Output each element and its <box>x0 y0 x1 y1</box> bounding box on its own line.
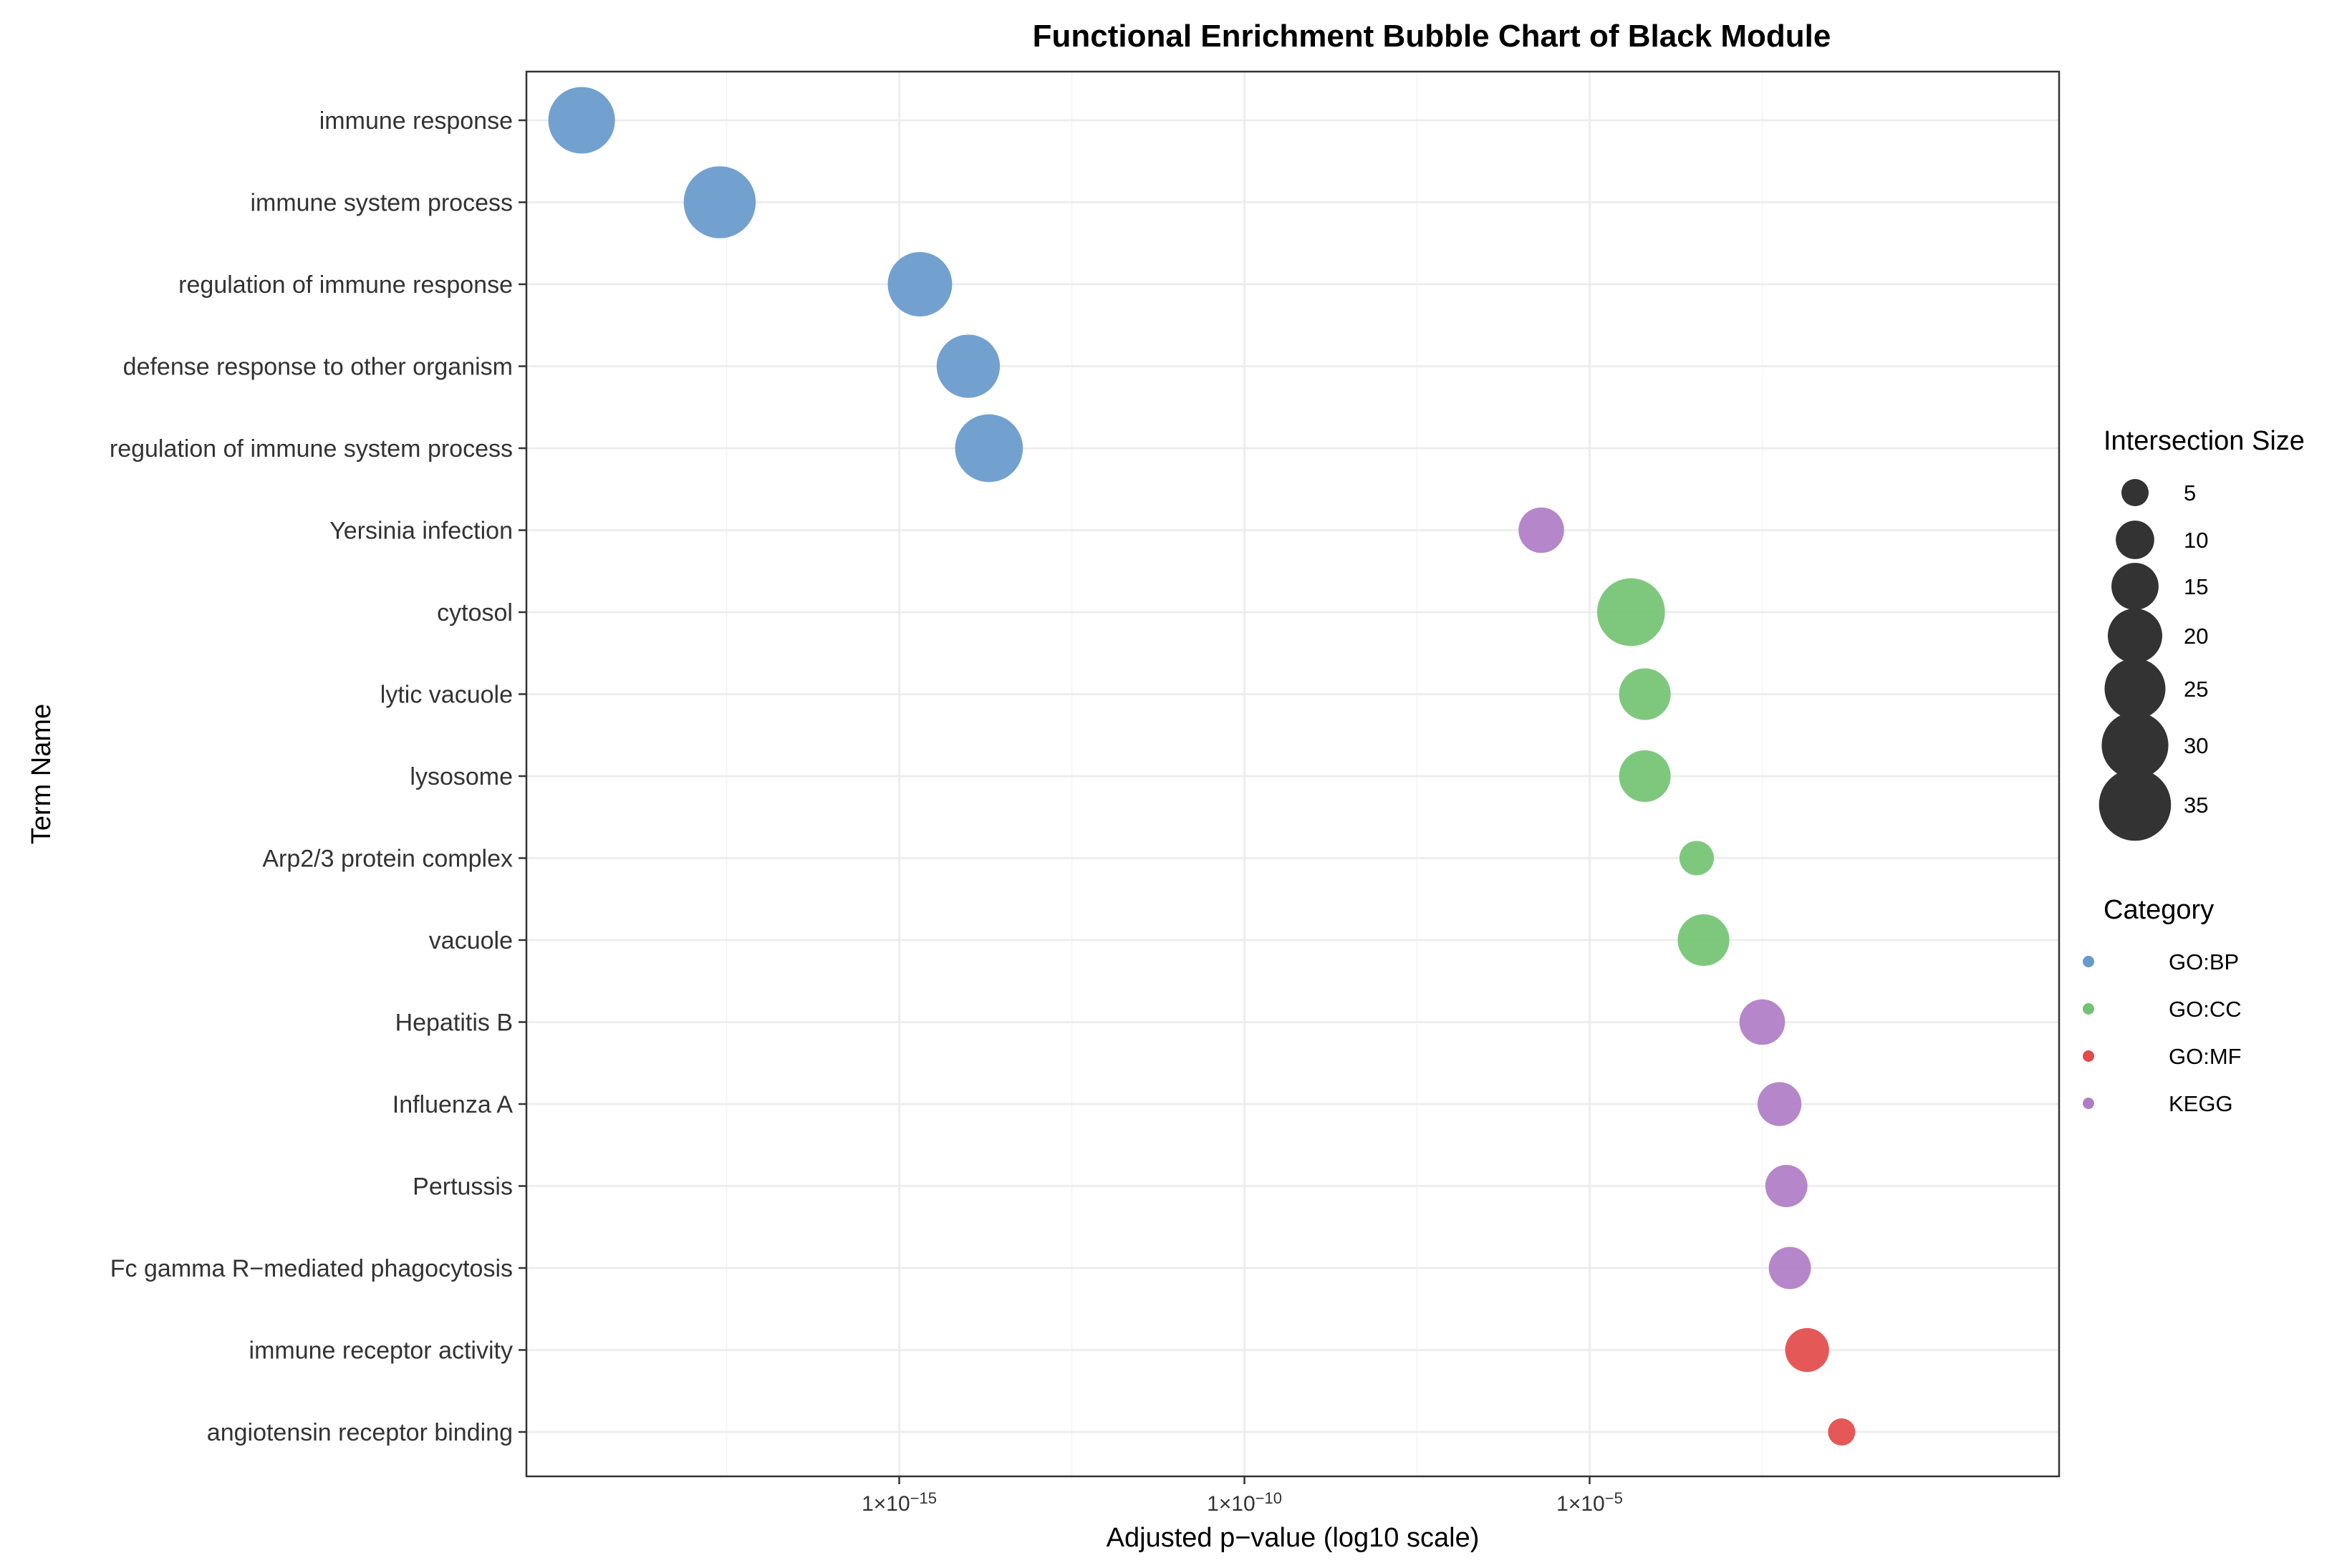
bubble-point <box>1677 914 1730 967</box>
data-points <box>548 87 1856 1446</box>
y-term-label: angiotensin receptor binding <box>207 1419 513 1446</box>
y-term-label: regulation of immune system process <box>110 435 513 463</box>
y-term-label: Arp2/3 protein complex <box>262 846 513 873</box>
size-legend-key <box>2101 712 2169 779</box>
bubble-point <box>1757 1082 1802 1126</box>
category-legend-key <box>2083 1050 2094 1062</box>
x-tick-label: 1×10−15 <box>862 1489 937 1516</box>
y-term-label: Hepatitis B <box>395 1010 513 1037</box>
category-legend-label: GO:MF <box>2169 1044 2242 1069</box>
y-term-label: Fc gamma R−mediated phagocytosis <box>110 1255 513 1282</box>
x-axis-title: Adjusted p−value (log10 scale) <box>1107 1523 1480 1553</box>
size-legend-key <box>2104 658 2166 720</box>
size-legend-title: Intersection Size <box>2104 426 2305 456</box>
category-legend-title: Category <box>2104 895 2214 925</box>
bubble-point <box>1768 1247 1811 1289</box>
category-legend-key <box>2083 956 2094 967</box>
category-legend-key <box>2083 1098 2094 1109</box>
legend: Intersection Size 5 10 15 20 25 30 35 Category… <box>2083 426 2305 1116</box>
y-term-label: cytosol <box>437 599 513 626</box>
bubble-point <box>1597 578 1665 647</box>
bubble-point <box>1518 507 1564 553</box>
bubble-point <box>1828 1418 1856 1446</box>
y-term-label: immune response <box>319 107 513 135</box>
category-legend-label: GO:BP <box>2169 949 2239 974</box>
size-legend-key <box>2121 478 2149 507</box>
size-legend-label: 5 <box>2184 480 2196 505</box>
y-term-label: immune receptor activity <box>249 1337 513 1365</box>
x-tick-label: 1×10−5 <box>1556 1489 1623 1516</box>
x-tick-label: 1×10−10 <box>1207 1489 1282 1516</box>
category-legend-key <box>2083 1003 2094 1015</box>
y-term-label: lysosome <box>410 763 513 790</box>
bubble-point <box>955 414 1023 483</box>
bubble-point <box>887 252 953 316</box>
term-labels: immune response immune system process regu… <box>110 107 526 1446</box>
bubble-point <box>1785 1327 1829 1373</box>
size-legend-label: 10 <box>2184 528 2208 553</box>
y-term-label: Pertussis <box>413 1173 513 1201</box>
size-legend-key <box>2107 608 2163 664</box>
size-legend-label: 30 <box>2184 733 2208 758</box>
size-legend-items: 5 10 15 20 25 30 35 <box>2098 478 2208 841</box>
size-legend-label: 15 <box>2184 574 2208 599</box>
bubble-point <box>936 334 1001 398</box>
y-term-label: defense response to other organism <box>123 354 513 381</box>
y-term-label: Yersinia infection <box>329 518 513 545</box>
bubble-point <box>548 87 615 154</box>
plot-panel <box>526 72 2059 1476</box>
size-legend-label: 25 <box>2184 677 2208 702</box>
category-legend-items: GO:BP GO:CC GO:MF KEGG <box>2083 949 2242 1116</box>
bubble-point <box>683 166 756 238</box>
size-legend-label: 20 <box>2184 624 2208 649</box>
panel-border <box>525 70 2061 1478</box>
bubble-point <box>1765 1165 1808 1207</box>
y-term-label: Influenza A <box>392 1091 514 1118</box>
x-axis-ticks: 1×10−15 1×10−10 1×10−5 <box>862 1476 1623 1516</box>
category-legend-label: KEGG <box>2169 1091 2233 1116</box>
category-legend-label: GO:CC <box>2169 997 2242 1022</box>
bubble-point <box>1739 999 1786 1045</box>
y-axis-title: Term Name <box>26 704 57 844</box>
size-legend-key <box>2116 521 2154 559</box>
size-legend-label: 35 <box>2184 793 2208 818</box>
y-term-label: vacuole <box>429 927 513 954</box>
y-term-label: lytic vacuole <box>380 682 513 709</box>
bubble-point <box>1619 668 1671 720</box>
bubble-point <box>1619 750 1671 803</box>
size-legend-key <box>2111 563 2159 610</box>
bubble-point <box>1679 841 1714 876</box>
size-legend-key <box>2098 768 2172 841</box>
y-term-label: regulation of immune response <box>178 271 513 299</box>
chart-title: Functional Enrichment Bubble Chart of Bl… <box>1033 19 1831 54</box>
y-term-label: immune system process <box>250 190 513 217</box>
